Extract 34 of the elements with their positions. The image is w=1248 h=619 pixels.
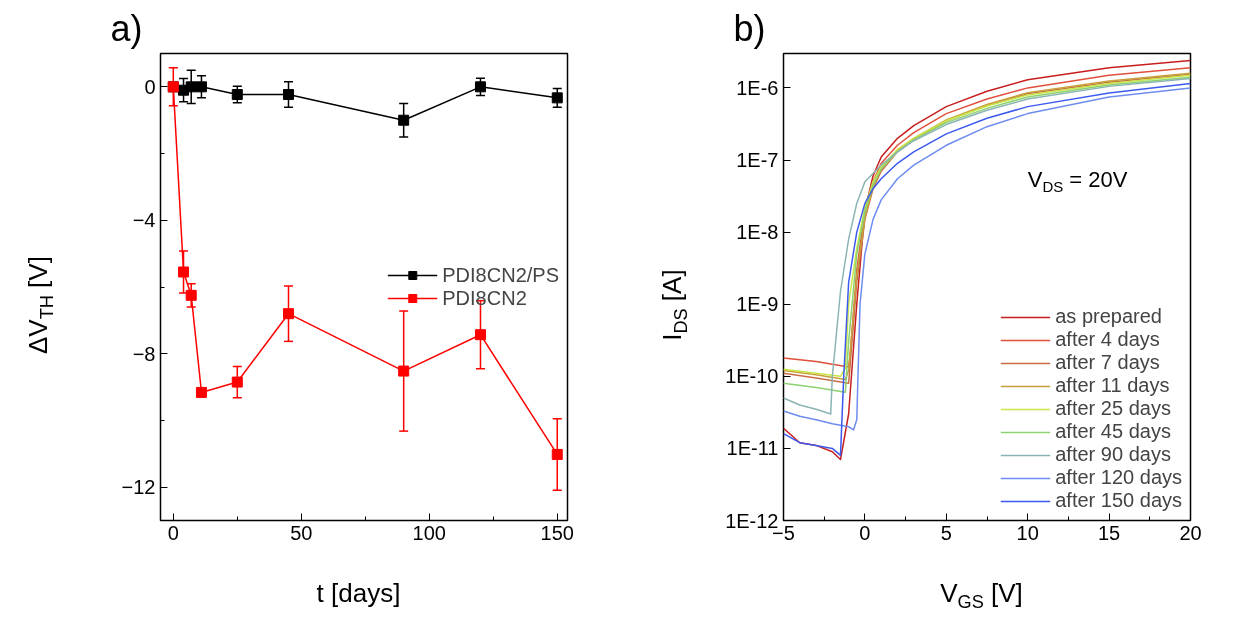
chart-title: b) — [733, 7, 766, 49]
x-tick-label: 15 — [1097, 521, 1121, 544]
x-axis-title: t [days] — [315, 577, 402, 610]
legend-label: as prepared — [1055, 305, 1162, 328]
x-tick-label: 150 — [540, 521, 574, 544]
x-tick-label: 100 — [412, 521, 446, 544]
y-tick-label: −4 — [132, 209, 156, 232]
y-tick-label: 0 — [144, 75, 156, 98]
legend-label: PDI8CN2/PS — [442, 263, 559, 287]
chart-title: a) — [110, 7, 143, 49]
y-tick-label: 1E-8 — [736, 221, 779, 244]
legend-label: after 7 days — [1055, 351, 1160, 374]
y-tick-label: −12 — [121, 476, 156, 499]
x-tick-label: 0 — [859, 521, 871, 544]
x-axis-title: V$_{GS}$ [V] — [939, 577, 1024, 615]
x-tick-label: 50 — [290, 521, 313, 544]
legend-label: after 11 days — [1055, 374, 1170, 397]
legend-label: after 120 days — [1055, 466, 1182, 489]
y-tick-label: 1E-9 — [736, 293, 779, 316]
y-tick-label: −8 — [132, 342, 156, 365]
legend-label: PDI8CN2 — [442, 286, 527, 310]
x-tick-label: 10 — [1016, 521, 1039, 544]
x-tick-label: 20 — [1179, 521, 1202, 544]
legend-label: after 4 days — [1055, 328, 1160, 351]
legend-label: after 25 days — [1055, 397, 1171, 420]
y-tick-label: 1E-6 — [736, 76, 779, 99]
x-tick-label: 5 — [940, 521, 952, 544]
x-tick-label: 0 — [167, 521, 179, 544]
legend-label: after 90 days — [1055, 443, 1171, 466]
legend-label: after 45 days — [1055, 420, 1171, 443]
y-tick-label: 1E-7 — [736, 149, 779, 171]
y-tick-label: 1E-10 — [725, 365, 779, 388]
y-tick-label: 1E-11 — [726, 437, 779, 460]
legend-label: after 150 days — [1055, 489, 1182, 512]
